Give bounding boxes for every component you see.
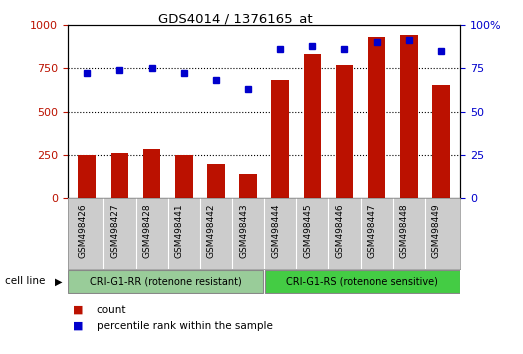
Text: CRI-G1-RS (rotenone sensitive): CRI-G1-RS (rotenone sensitive) — [286, 276, 438, 286]
Bar — [68, 270, 263, 292]
Text: GSM498427: GSM498427 — [110, 203, 119, 258]
Text: count: count — [97, 305, 126, 315]
Bar — [143, 149, 161, 198]
Bar — [78, 155, 96, 198]
Text: GSM498428: GSM498428 — [143, 203, 152, 258]
Text: GSM498443: GSM498443 — [239, 203, 248, 258]
Text: ■: ■ — [73, 321, 84, 331]
Bar — [207, 164, 225, 198]
Bar — [239, 173, 257, 198]
Text: GSM498446: GSM498446 — [335, 203, 345, 258]
Bar — [265, 270, 460, 292]
Text: GSM498426: GSM498426 — [78, 203, 87, 258]
Text: ■: ■ — [73, 305, 84, 315]
Text: ▶: ▶ — [55, 276, 63, 286]
Text: GDS4014 / 1376165_at: GDS4014 / 1376165_at — [158, 12, 313, 25]
Bar — [271, 80, 289, 198]
Bar — [432, 85, 450, 198]
Text: percentile rank within the sample: percentile rank within the sample — [97, 321, 272, 331]
Text: GSM498449: GSM498449 — [432, 203, 441, 258]
Bar — [175, 155, 192, 198]
Text: GSM498445: GSM498445 — [303, 203, 312, 258]
Bar — [303, 54, 321, 198]
Text: GSM498444: GSM498444 — [271, 203, 280, 258]
Bar — [368, 37, 385, 198]
Text: GSM498442: GSM498442 — [207, 203, 216, 258]
Text: CRI-G1-RR (rotenone resistant): CRI-G1-RR (rotenone resistant) — [90, 276, 242, 286]
Text: GSM498448: GSM498448 — [400, 203, 409, 258]
Bar — [110, 153, 128, 198]
Text: cell line: cell line — [5, 276, 46, 286]
Bar — [400, 35, 418, 198]
Text: GSM498441: GSM498441 — [175, 203, 184, 258]
Bar — [336, 65, 354, 198]
Text: GSM498447: GSM498447 — [368, 203, 377, 258]
